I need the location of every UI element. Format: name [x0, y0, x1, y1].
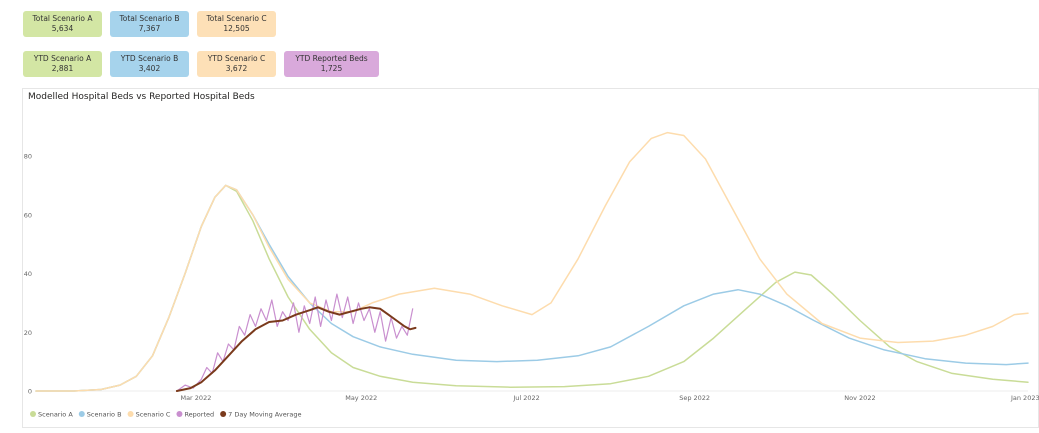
kpi-value: 5,634 — [51, 24, 74, 33]
legend-marker — [78, 411, 85, 417]
kpi-card: Total Scenario C 12,505 — [197, 11, 276, 37]
kpi-card: YTD Scenario C 3,672 — [197, 51, 276, 77]
kpi-value: 2,881 — [51, 64, 74, 73]
legend-marker — [220, 411, 227, 417]
y-tick-label: 40 — [24, 270, 32, 278]
kpi-label: Total Scenario A — [32, 14, 93, 23]
x-tick-label: Jan 2023 — [1010, 394, 1039, 402]
legend-marker — [176, 411, 183, 417]
kpi-label: Total Scenario C — [206, 14, 267, 23]
chart-title: Modelled Hospital Beds vs Reported Hospi… — [28, 92, 255, 102]
legend-label[interactable]: Scenario B — [87, 411, 122, 419]
legend-label[interactable]: Scenario C — [136, 411, 171, 419]
y-tick-label: 0 — [28, 388, 32, 396]
legend-marker — [127, 411, 134, 417]
kpi-value: 3,672 — [225, 64, 248, 73]
kpi-card: YTD Reported Beds 1,725 — [284, 51, 379, 77]
legend-label[interactable]: Scenario A — [38, 411, 73, 419]
kpi-label: YTD Reported Beds — [295, 54, 368, 63]
legend-label[interactable]: Reported — [184, 411, 214, 419]
x-tick-label: May 2022 — [345, 394, 377, 402]
x-tick-label: Jul 2022 — [512, 394, 539, 402]
kpi-card: YTD Scenario B 3,402 — [110, 51, 189, 77]
legend-marker — [30, 411, 36, 417]
kpi-card: YTD Scenario A 2,881 — [23, 51, 102, 77]
series-line-scenario-b — [35, 184, 1029, 392]
series-line-7-day-moving-average — [175, 306, 417, 392]
x-tick-label: Sep 2022 — [679, 394, 710, 402]
y-tick-label: 80 — [24, 153, 32, 161]
kpi-card: Total Scenario B 7,367 — [110, 11, 189, 37]
kpi-label: YTD Scenario A — [33, 54, 92, 63]
y-tick-label: 60 — [24, 211, 32, 219]
kpi-label: Total Scenario B — [119, 14, 180, 23]
series-line-scenario-c — [35, 131, 1029, 392]
x-tick-label: Nov 2022 — [844, 394, 875, 402]
kpi-label: YTD Scenario C — [207, 54, 266, 63]
kpi-value: 7,367 — [138, 24, 161, 33]
kpi-value: 12,505 — [223, 24, 250, 33]
kpi-card: Total Scenario A 5,634 — [23, 11, 102, 37]
legend-label[interactable]: 7 Day Moving Average — [228, 411, 301, 419]
y-tick-label: 20 — [24, 329, 32, 337]
kpi-value: 1,725 — [320, 64, 343, 73]
kpi-value: 3,402 — [138, 64, 161, 73]
chart-panel — [22, 88, 1039, 428]
x-tick-label: Mar 2022 — [180, 394, 211, 402]
kpi-label: YTD Scenario B — [120, 54, 179, 63]
